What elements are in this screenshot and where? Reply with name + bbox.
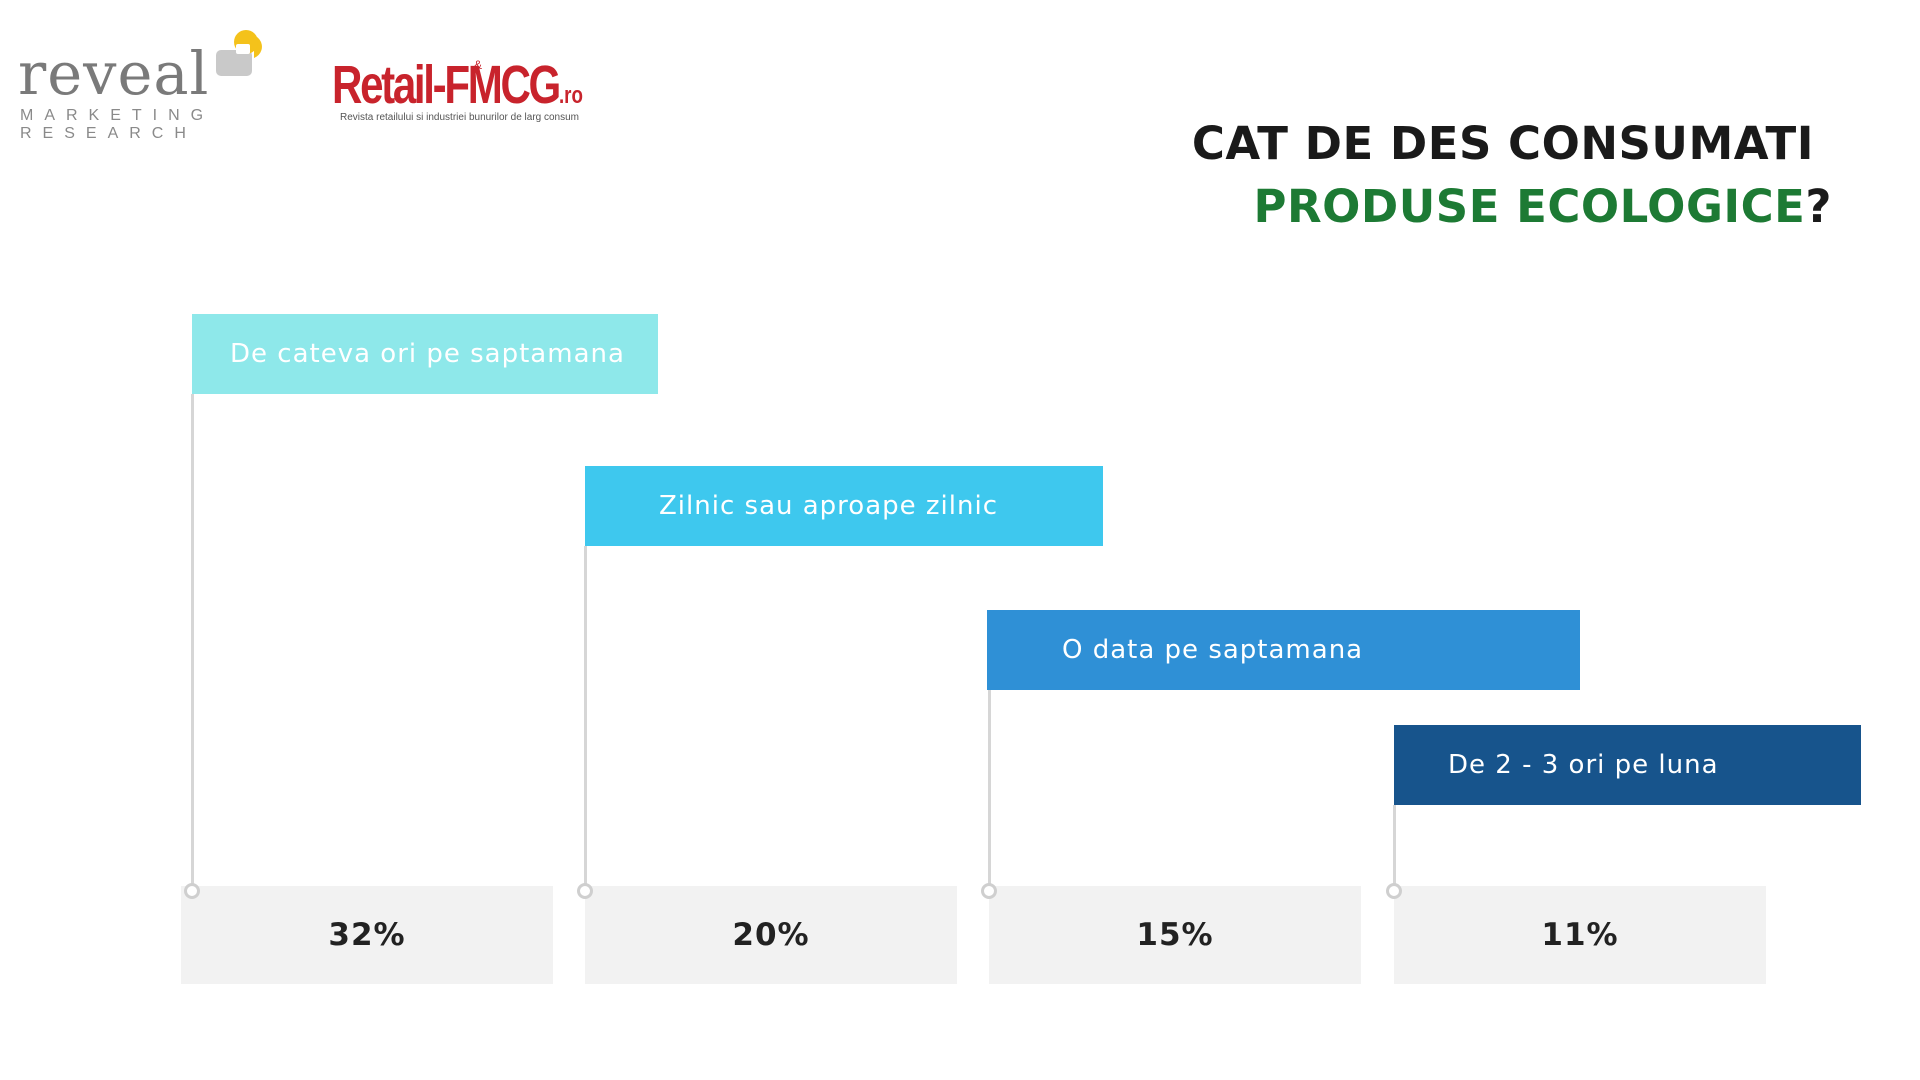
connector-dot-4 xyxy=(1386,883,1402,899)
connector-line-4 xyxy=(1393,805,1396,891)
category-label-2: Zilnic sau aproape zilnic xyxy=(585,466,1103,546)
reveal-logo-sub-marketing: MARKETING xyxy=(20,107,215,124)
value-label-4: 11% xyxy=(1394,886,1766,984)
category-label-4: De 2 - 3 ori pe luna xyxy=(1394,725,1861,805)
connector-line-1 xyxy=(191,394,194,891)
title-question-mark: ? xyxy=(1805,180,1832,233)
connector-dot-3 xyxy=(981,883,997,899)
connector-dot-1 xyxy=(184,883,200,899)
title-line-1: CAT DE DES CONSUMATI xyxy=(1191,117,1814,170)
value-label-3: 15% xyxy=(989,886,1361,984)
reveal-logo-sub-research: RESEARCH xyxy=(20,125,197,142)
value-label-2: 20% xyxy=(585,886,957,984)
connector-dot-2 xyxy=(577,883,593,899)
reveal-logo-word: reveal xyxy=(18,39,210,108)
connector-line-2 xyxy=(584,546,587,891)
page-title: CAT DE DES CONSUMATI PRODUSE ECOLOGICE? xyxy=(1192,112,1832,238)
connector-line-3 xyxy=(988,690,991,891)
title-line-2: PRODUSE ECOLOGICE? xyxy=(1192,175,1832,238)
category-label-1: De cateva ori pe saptamana xyxy=(192,314,658,394)
value-label-1: 32% xyxy=(181,886,553,984)
reveal-logo: reveal MARKETING RESEARCH xyxy=(18,30,268,150)
retail-fmcg-logo-word: Retail-FMCG.ro xyxy=(332,55,583,115)
title-accent: PRODUSE ECOLOGICE xyxy=(1253,180,1806,233)
category-label-3: O data pe saptamana xyxy=(987,610,1580,690)
retail-fmcg-logo-amp: & xyxy=(474,58,483,72)
retail-fmcg-logo: Retail-FMCG.ro & Revista retailului si i… xyxy=(332,58,632,138)
retail-fmcg-logo-tagline: Revista retailului si industriei bunuril… xyxy=(340,112,579,123)
reveal-logo-mark-icon xyxy=(216,30,262,76)
